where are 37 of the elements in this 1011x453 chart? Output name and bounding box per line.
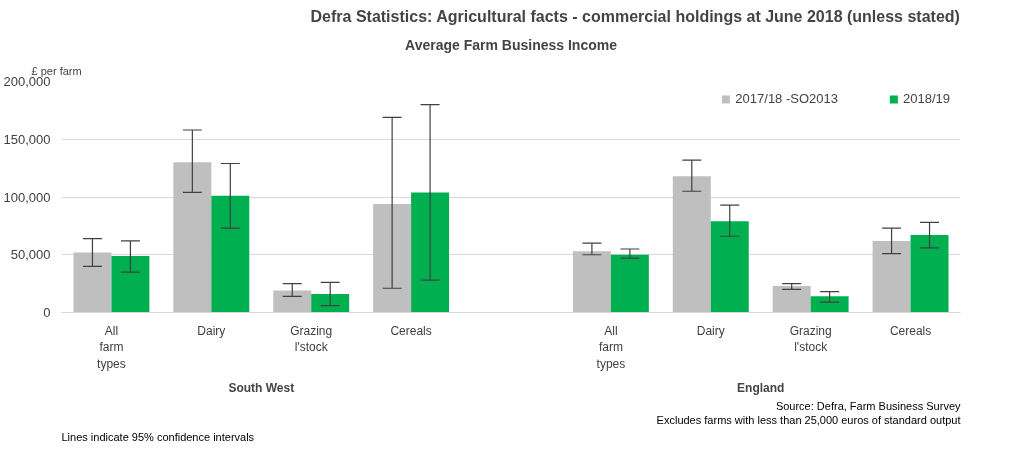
legend-label: 2018/19 xyxy=(903,91,950,106)
y-tick-label: 0 xyxy=(43,305,51,320)
text: South West xyxy=(228,380,295,395)
bar xyxy=(872,240,911,313)
x-tick-label: All farm types xyxy=(596,323,626,372)
bar xyxy=(373,203,412,313)
text: England xyxy=(737,380,785,395)
bar xyxy=(810,296,849,313)
text: Lines indicate 95% confidence intervals xyxy=(61,430,255,443)
x-tick-label: Grazing l'stock xyxy=(290,323,333,355)
bar xyxy=(111,255,150,313)
x-tick-label: Cereals xyxy=(390,323,432,338)
x-tick-label: Cereals xyxy=(889,323,932,338)
bar xyxy=(910,235,949,313)
bar xyxy=(572,251,611,313)
x-tick-label: All farm types xyxy=(97,323,126,372)
bar xyxy=(710,221,749,313)
y-tick-label: 50,000 xyxy=(10,247,51,263)
x-tick-label: Dairy xyxy=(197,323,226,338)
bar xyxy=(273,290,312,313)
bar xyxy=(73,252,112,313)
chart-subtitle: Average Farm Business Income xyxy=(405,36,618,53)
x-tick-label: Dairy xyxy=(696,323,725,338)
x-tick-label: Grazing l'stock xyxy=(789,323,832,355)
bar xyxy=(411,192,450,313)
y-tick-label: 150,000 xyxy=(3,131,51,147)
legend-label: 2017/18 -SO2013 xyxy=(735,91,838,106)
bar xyxy=(311,294,350,313)
bar xyxy=(173,162,212,313)
bar xyxy=(672,176,711,313)
chart-title: Defra Statistics: Agricultural facts - commercial holdings at June 2018 (unless stated) xyxy=(310,7,960,25)
bar xyxy=(772,285,811,313)
text: Excludes farms with less than 25,000 euros of standard output xyxy=(656,413,961,426)
source-note: Source: Defra, Farm Business Survey xyxy=(775,399,961,412)
bar xyxy=(610,254,649,313)
y-tick-label: 100,000 xyxy=(3,189,51,205)
bar xyxy=(211,195,250,313)
